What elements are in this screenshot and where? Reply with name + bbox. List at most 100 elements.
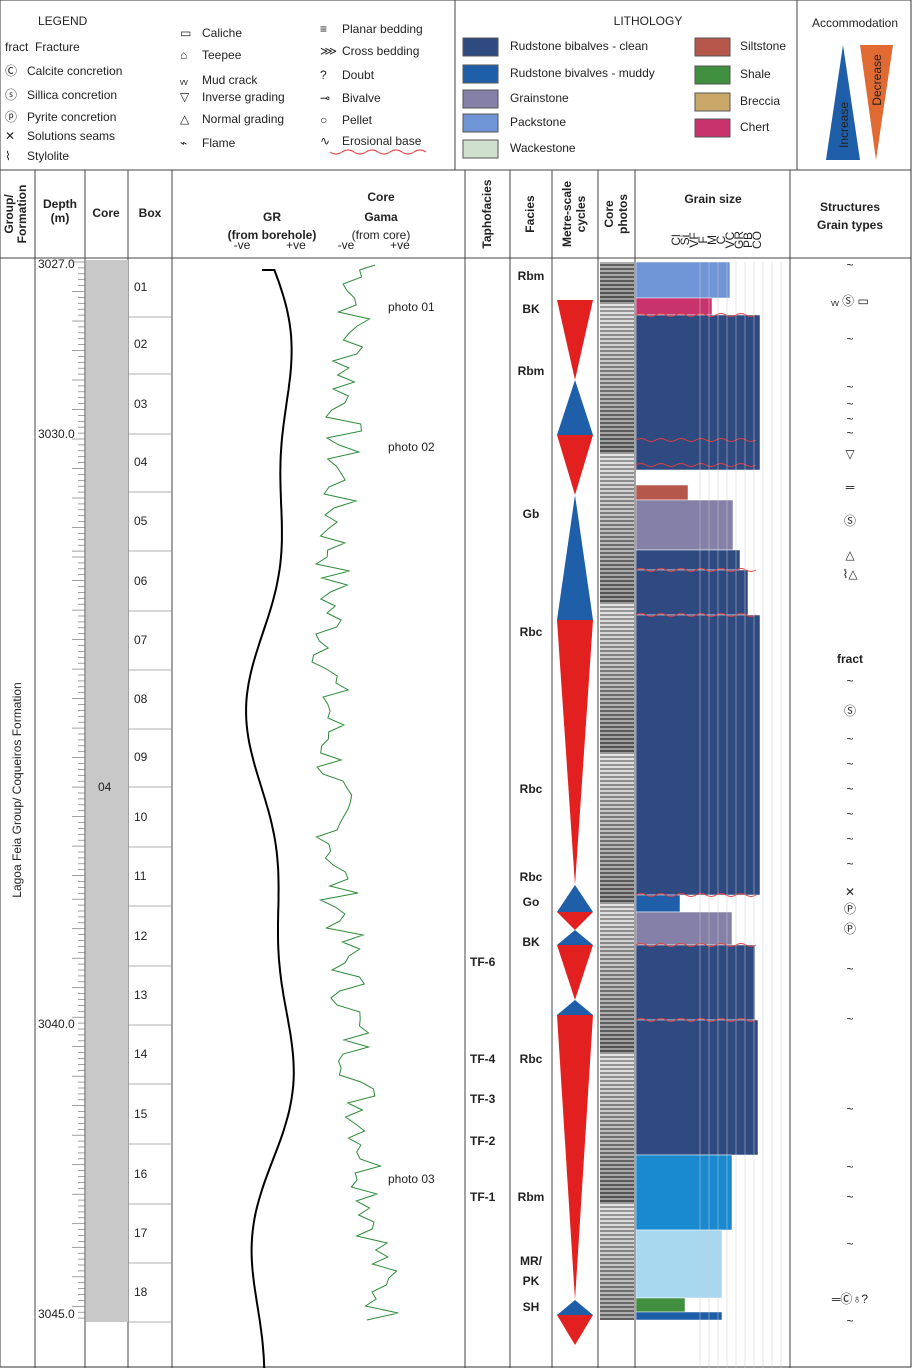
structure-symbol: ═Ⓒ♁? [831, 1292, 869, 1306]
core-photo-strip [600, 374, 634, 376]
lithology-swatch [463, 114, 498, 132]
legend-label: Solutions seams [27, 129, 115, 143]
lithology-label: Breccia [740, 94, 780, 108]
core-photo-strip [600, 818, 634, 820]
core-photo-strip [600, 356, 634, 358]
core-photo-strip [600, 1050, 634, 1052]
core-photo-strip [600, 1046, 634, 1048]
legend-symbol: ⋙ [320, 44, 337, 58]
header: Metre-scale [560, 181, 574, 247]
core-photo-strip [600, 1068, 634, 1070]
core-photo-strip [600, 812, 634, 814]
box-label: 13 [134, 988, 148, 1002]
core-photo-strip [600, 1208, 634, 1210]
core-photo-strip [600, 1266, 634, 1268]
lithology-bed [636, 298, 712, 315]
legend-label: Planar bedding [342, 22, 423, 36]
core-photo-strip [600, 1306, 634, 1308]
structure-symbol: ~ [846, 857, 853, 871]
core-photo-strip [600, 460, 634, 462]
core-photo-strip [600, 606, 634, 608]
core-photo-strip [600, 464, 634, 466]
core-photo-strip [600, 1092, 634, 1094]
core-photo-strip [600, 778, 634, 780]
header: Core [602, 200, 616, 228]
core-photo-strip [600, 1198, 634, 1200]
core-photo-strip [600, 618, 634, 620]
legend-symbol: ✕ [5, 129, 15, 143]
core-photo-strip [600, 830, 634, 832]
core-photo-strip [600, 438, 634, 440]
core-photo-strip [600, 750, 634, 752]
core-photo-strip [600, 472, 634, 474]
core-photo-strip [600, 648, 634, 650]
core-photo-strip [600, 1074, 634, 1076]
core-photo-strip [600, 358, 634, 360]
core-photo-strip [600, 876, 634, 878]
structure-symbol: ~ [846, 732, 853, 746]
structure-symbol: ~ [846, 412, 853, 426]
core-photo-strip [600, 1028, 634, 1030]
taphofacies-label: TF-4 [470, 1052, 496, 1066]
core-photo-strip [600, 1010, 634, 1012]
core-photo-strip [600, 824, 634, 826]
core-photo-strip [600, 266, 634, 268]
lithology-swatch [695, 93, 730, 111]
structure-symbol: Ⓟ [844, 922, 856, 936]
core-photo-strip [600, 336, 634, 338]
core-photo-strip [600, 664, 634, 666]
core-photo-strip [600, 434, 634, 436]
core-photo-strip [600, 1078, 634, 1080]
core-photo-strip [600, 458, 634, 460]
core-photo-strip [600, 1064, 634, 1066]
lithology-bed [636, 1298, 685, 1312]
core-photo-strip [600, 298, 634, 300]
core-photo-strip [600, 610, 634, 612]
core-photo-strip [600, 486, 634, 488]
core-photo-strip [600, 968, 634, 970]
core-photo-strip [600, 280, 634, 282]
core-photo-strip [600, 394, 634, 396]
core-photo-strip [600, 1156, 634, 1158]
core-photo-strip [600, 404, 634, 406]
core-photo-strip [600, 1042, 634, 1044]
lithology-swatch [695, 38, 730, 56]
lithology-swatch [695, 66, 730, 84]
core-photo-strip [600, 782, 634, 784]
facies-label: Gb [523, 507, 540, 521]
core-photo-strip [600, 1114, 634, 1116]
core-photo-strip [600, 1288, 634, 1290]
core-photo-strip [600, 518, 634, 520]
core-photo-strip [600, 524, 634, 526]
legend-symbol: ▭ [180, 26, 191, 40]
core-photo-strip [600, 948, 634, 950]
core-photo-strip [600, 924, 634, 926]
structure-symbol: ~ [846, 807, 853, 821]
lithology-label: Chert [740, 120, 770, 134]
core-photo-strip [600, 680, 634, 682]
core-photo-strip [600, 992, 634, 994]
legend-label: Doubt [342, 68, 375, 82]
core-photo-strip [600, 402, 634, 404]
lithology-label: Siltstone [740, 39, 786, 53]
core-photo-strip [600, 578, 634, 580]
core-photo-strip [600, 1268, 634, 1270]
header: Gama [364, 210, 398, 224]
core-photo-strip [600, 1020, 634, 1022]
core-photo-strip [600, 716, 634, 718]
core-photo-strip [600, 1162, 634, 1164]
core-photo-strip [600, 1002, 634, 1004]
core-photo-strip [600, 380, 634, 382]
core-photo-strip [600, 522, 634, 524]
core-photo-strip [600, 340, 634, 342]
core-photo-strip [600, 628, 634, 630]
core-photo-strip [600, 474, 634, 476]
core-photo-strip [600, 902, 634, 904]
core-photo-strip [600, 1310, 634, 1312]
core-photo-strip [600, 1104, 634, 1106]
core-photo-strip [600, 470, 634, 472]
core-photo-strip [600, 1008, 634, 1010]
core-photo-strip [600, 498, 634, 500]
core-photo-strip [600, 1258, 634, 1260]
core-photo-strip [600, 614, 634, 616]
